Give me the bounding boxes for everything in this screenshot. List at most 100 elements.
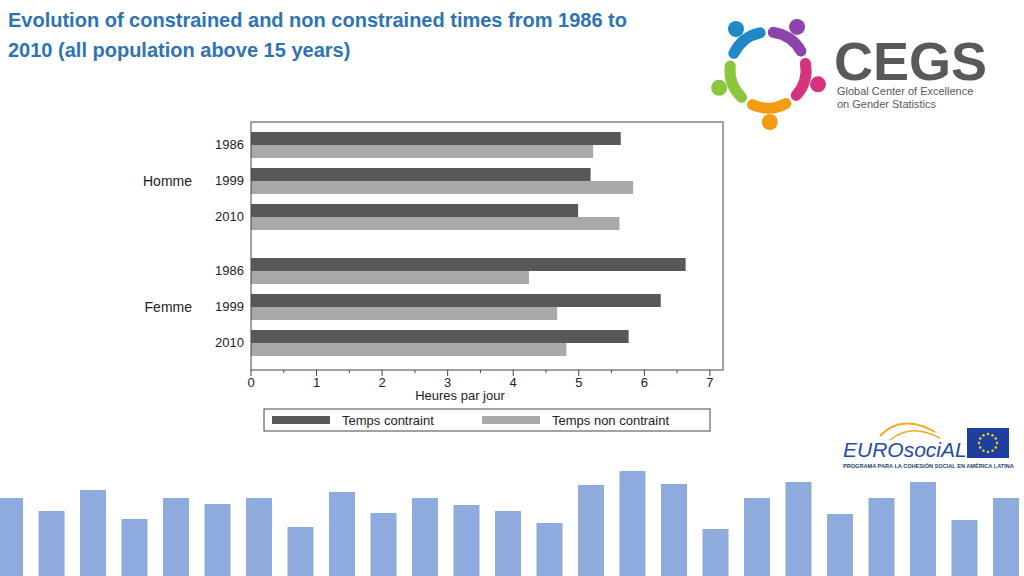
minor-tick: [349, 370, 350, 373]
decor-bar: [827, 514, 853, 576]
bar: [251, 294, 661, 307]
axis-label: Heures par jour: [415, 388, 505, 403]
minor-tick: [611, 370, 612, 373]
tick-label: 2: [378, 375, 385, 390]
logo-title: CEGS: [834, 31, 987, 91]
legend-label: Temps non contraint: [552, 413, 669, 428]
logo-head: [728, 21, 744, 37]
logo-head: [762, 114, 778, 130]
legend: Temps contraint Temps non contraint: [264, 409, 710, 431]
decor-bar: [412, 498, 438, 576]
decor-bar: [703, 529, 729, 576]
logo-head: [789, 19, 805, 35]
bar: [251, 217, 619, 230]
eu-star: [987, 451, 989, 453]
eu-star: [982, 434, 984, 436]
decor-bar: [620, 471, 646, 576]
decor-bar: [869, 498, 895, 576]
decor-bar: [80, 490, 106, 576]
bar: [251, 145, 593, 158]
bar: [251, 258, 686, 271]
legend-swatch: [272, 416, 330, 424]
slide-title: 2010 (all population above 15 years): [8, 39, 350, 61]
decor-bar: [0, 498, 23, 576]
tick-label: 7: [706, 375, 713, 390]
background: [0, 0, 1024, 576]
legend-box: [264, 409, 710, 431]
tick-label: 1: [313, 375, 320, 390]
chart: 01234567Heures par jour19861999201019861…: [143, 122, 723, 431]
page: Evolution of constrained and non constra…: [0, 0, 1024, 576]
decor-bar: [205, 504, 231, 576]
category-label: 2010: [215, 209, 244, 224]
minor-tick: [546, 370, 547, 373]
decor-bar: [371, 513, 397, 576]
bar: [251, 168, 591, 181]
minor-tick: [480, 370, 481, 373]
logo-arc: [773, 32, 801, 51]
decor-bar: [288, 527, 314, 576]
group-label: Femme: [145, 299, 193, 315]
minor-tick: [414, 370, 415, 373]
tick-label: 0: [247, 375, 254, 390]
logo-subtitle: Global Center of Excellence: [837, 85, 973, 97]
logo-arc: [730, 66, 742, 97]
eu-star: [996, 442, 998, 444]
logo-swoosh: [880, 423, 935, 436]
eu-star: [995, 446, 997, 448]
decor-bar: [329, 492, 355, 576]
logo-arc: [753, 104, 786, 108]
logo-title: EUROsociAL: [843, 438, 967, 461]
bar: [251, 204, 578, 217]
eu-star: [978, 442, 980, 444]
eu-star: [979, 437, 981, 439]
tick-label: 4: [510, 375, 517, 390]
bar: [251, 343, 566, 356]
eu-star: [991, 434, 993, 436]
decor-bar: [952, 520, 978, 576]
decor-bar: [910, 482, 936, 576]
category-label: 2010: [215, 335, 244, 350]
decor-bar: [537, 523, 563, 576]
eu-star: [987, 433, 989, 435]
eu-star: [995, 437, 997, 439]
tick-label: 6: [641, 375, 648, 390]
decor-bar: [495, 511, 521, 576]
eu-flag: [967, 428, 1009, 458]
minor-tick: [283, 370, 284, 373]
decor-bar: [122, 519, 148, 576]
eu-star: [982, 450, 984, 452]
category-label: 1986: [215, 263, 244, 278]
bar: [251, 271, 529, 284]
category-label: 1986: [215, 137, 244, 152]
decor-bar: [993, 498, 1019, 576]
eurosocial-logo: EUROsociALPROGRAMA PARA LA COHESIÓN SOCI…: [843, 423, 1014, 469]
decor-bar: [744, 498, 770, 576]
slide-title: Evolution of constrained and non constra…: [8, 9, 627, 31]
bar: [251, 307, 557, 320]
logo-tagline: PROGRAMA PARA LA COHESIÓN SOCIAL EN AMÉR…: [843, 462, 1014, 469]
bars: [251, 132, 686, 356]
decor-bar: [454, 505, 480, 576]
category-label: 1999: [215, 173, 244, 188]
group-label: Homme: [143, 173, 192, 189]
decor-bar: [661, 484, 687, 576]
legend-label: Temps contraint: [342, 413, 434, 428]
logo-head: [711, 80, 727, 96]
decor-bar: [578, 485, 604, 576]
bar: [251, 330, 629, 343]
eu-star: [991, 450, 993, 452]
bar: [251, 132, 621, 145]
decor-bars: [0, 471, 1019, 576]
plot-frame: [251, 122, 723, 370]
tick-label: 5: [575, 375, 582, 390]
legend-swatch: [482, 416, 540, 424]
slide: Evolution of constrained and non constra…: [0, 0, 1024, 576]
bar: [251, 181, 633, 194]
logo-subtitle: on Gender Statistics: [837, 98, 937, 110]
eu-star: [979, 446, 981, 448]
decor-bar: [39, 511, 65, 576]
logo-arc: [796, 63, 806, 95]
category-label: 1999: [215, 299, 244, 314]
minor-tick: [677, 370, 678, 373]
